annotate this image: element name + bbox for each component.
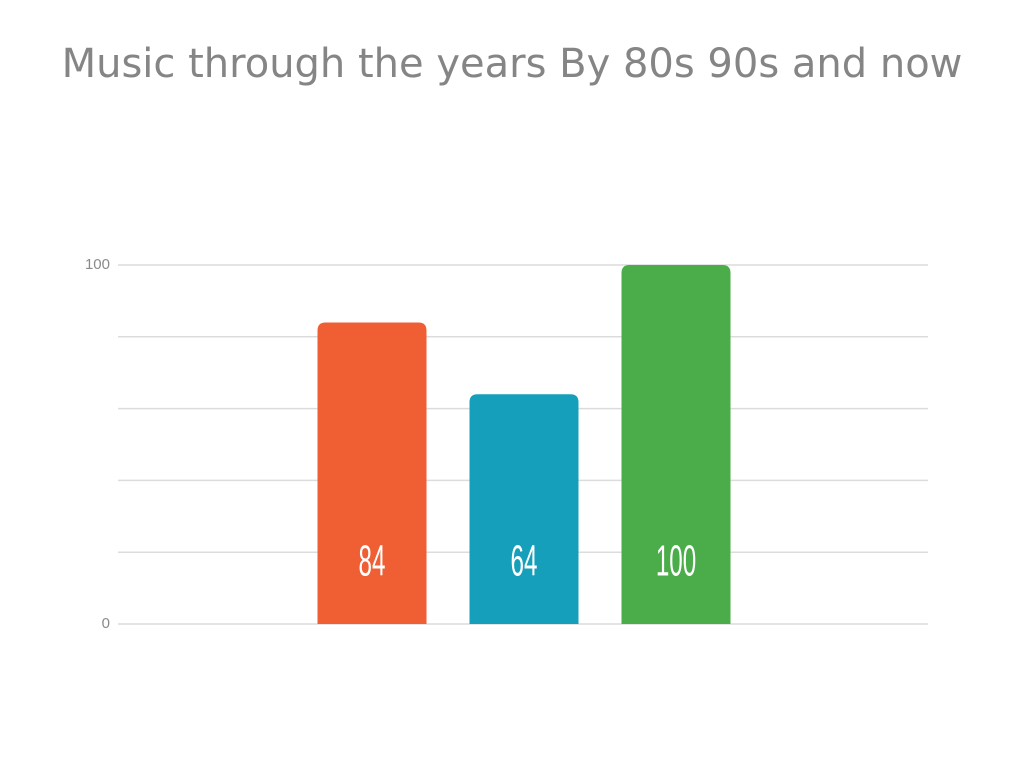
y-tick-label: 100 [85, 256, 110, 273]
bar [470, 394, 579, 624]
chart: Music through the years By 80s 90s and n… [0, 0, 1024, 768]
chart-title: Music through the years By 80s 90s and n… [62, 41, 963, 87]
y-tick-label: 0 [102, 615, 110, 632]
value-label: 100 [656, 536, 696, 586]
value-label: 84 [359, 536, 386, 586]
page: Music through the years By 80s 90s and n… [0, 0, 1024, 768]
value-label: 64 [511, 536, 538, 586]
